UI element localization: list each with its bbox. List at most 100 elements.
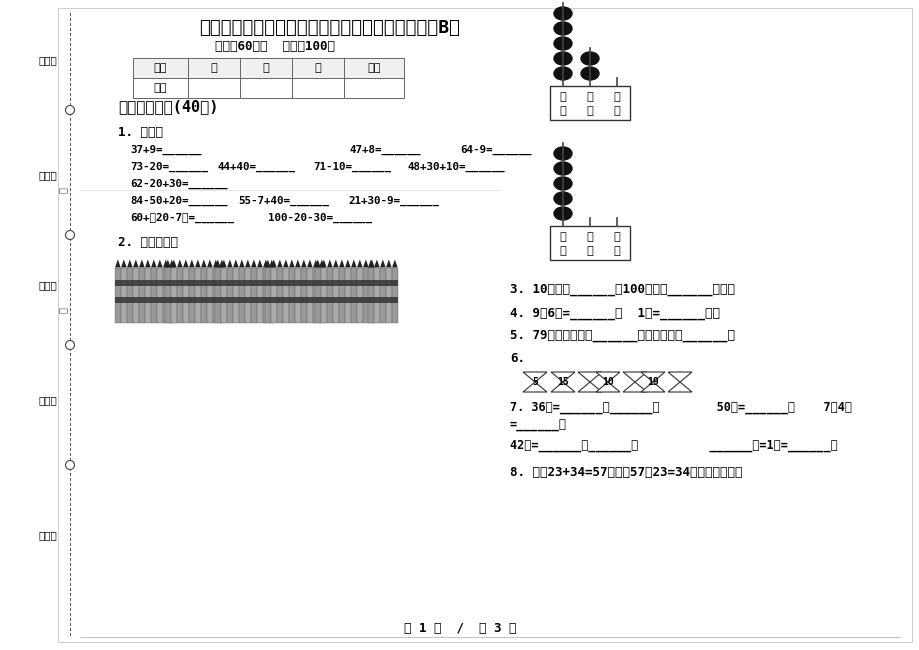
Text: 21+30-9=______: 21+30-9=______ — [347, 196, 438, 206]
Bar — [251, 268, 256, 322]
Bar — [363, 268, 369, 322]
Polygon shape — [550, 382, 574, 392]
Bar — [357, 268, 362, 322]
Bar — [368, 297, 398, 303]
Polygon shape — [577, 372, 601, 382]
Bar — [139, 268, 144, 322]
Polygon shape — [522, 372, 547, 382]
Ellipse shape — [553, 147, 572, 160]
Text: 位: 位 — [586, 246, 593, 257]
Text: 一、基础练习(40分): 一、基础练习(40分) — [118, 99, 218, 114]
Bar — [240, 78, 291, 98]
Polygon shape — [338, 259, 345, 268]
Bar — [256, 268, 263, 322]
Polygon shape — [314, 259, 321, 268]
Text: 考场：: 考场： — [39, 170, 57, 180]
Bar — [391, 268, 397, 322]
Polygon shape — [641, 372, 664, 382]
Ellipse shape — [581, 52, 598, 65]
Bar — [195, 268, 200, 322]
Ellipse shape — [553, 207, 572, 220]
Text: 考号：: 考号： — [39, 55, 57, 65]
Polygon shape — [374, 259, 380, 268]
Text: 线: 线 — [58, 307, 68, 313]
Polygon shape — [622, 372, 646, 382]
Polygon shape — [219, 259, 224, 268]
Text: 1. 口算。: 1. 口算。 — [118, 125, 163, 138]
Polygon shape — [667, 382, 691, 392]
Ellipse shape — [553, 192, 572, 205]
Polygon shape — [550, 372, 574, 382]
Bar — [176, 268, 183, 322]
Text: 得分: 得分 — [153, 83, 167, 93]
Bar — [319, 268, 324, 322]
Text: 百: 百 — [559, 92, 566, 102]
Polygon shape — [121, 259, 127, 268]
Polygon shape — [133, 259, 139, 268]
Polygon shape — [239, 259, 244, 268]
Polygon shape — [667, 372, 691, 382]
Text: 十: 十 — [586, 232, 593, 242]
Bar — [171, 268, 176, 322]
Polygon shape — [176, 259, 183, 268]
Bar — [187, 58, 240, 78]
Bar — [268, 268, 275, 322]
Bar — [314, 280, 375, 286]
Bar — [351, 268, 357, 322]
Polygon shape — [345, 259, 350, 268]
Text: 7. 36角=______元______角        50分=______角    7元4角: 7. 36角=______元______角 50分=______角 7元4角 — [509, 400, 851, 413]
Polygon shape — [263, 259, 268, 268]
Polygon shape — [256, 259, 263, 268]
Text: 位: 位 — [586, 107, 593, 116]
Polygon shape — [221, 259, 226, 268]
Text: 55-7+40=______: 55-7+40=______ — [238, 196, 329, 206]
Bar — [314, 297, 375, 303]
Polygon shape — [139, 259, 144, 268]
Bar — [227, 268, 233, 322]
Polygon shape — [268, 259, 275, 268]
Text: 时间：60分钟  满分：100分: 时间：60分钟 满分：100分 — [215, 40, 335, 53]
Bar — [271, 268, 277, 322]
Bar — [291, 78, 344, 98]
Bar — [263, 268, 268, 322]
Bar — [133, 58, 187, 78]
Text: 19: 19 — [646, 377, 658, 387]
Bar — [374, 268, 380, 322]
Bar — [265, 297, 324, 303]
Polygon shape — [577, 382, 601, 392]
Polygon shape — [115, 259, 120, 268]
Polygon shape — [233, 259, 238, 268]
Polygon shape — [380, 259, 385, 268]
Ellipse shape — [581, 67, 598, 80]
Text: 十: 十 — [586, 92, 593, 102]
Polygon shape — [307, 259, 312, 268]
Polygon shape — [333, 259, 338, 268]
Bar — [200, 268, 207, 322]
Circle shape — [65, 460, 74, 469]
Bar — [368, 280, 398, 286]
Bar — [345, 268, 350, 322]
Polygon shape — [368, 259, 373, 268]
Bar — [165, 280, 225, 286]
Bar — [115, 268, 120, 322]
Bar — [333, 268, 338, 322]
Text: 位: 位 — [613, 246, 619, 257]
Bar — [163, 268, 168, 322]
Polygon shape — [165, 259, 171, 268]
Polygon shape — [596, 382, 619, 392]
Text: 71-10=______: 71-10=______ — [312, 162, 391, 172]
Polygon shape — [171, 259, 176, 268]
Polygon shape — [391, 259, 397, 268]
Polygon shape — [351, 259, 357, 268]
Polygon shape — [244, 259, 250, 268]
Text: 6.: 6. — [509, 352, 525, 365]
Text: 100-20-30=______: 100-20-30=______ — [267, 213, 371, 223]
Polygon shape — [157, 259, 163, 268]
Polygon shape — [195, 259, 200, 268]
Polygon shape — [301, 259, 306, 268]
Polygon shape — [326, 259, 333, 268]
Bar — [312, 268, 318, 322]
Text: 三: 三 — [314, 63, 321, 73]
Text: 48+30+10=______: 48+30+10=______ — [407, 162, 505, 172]
Bar — [215, 297, 275, 303]
